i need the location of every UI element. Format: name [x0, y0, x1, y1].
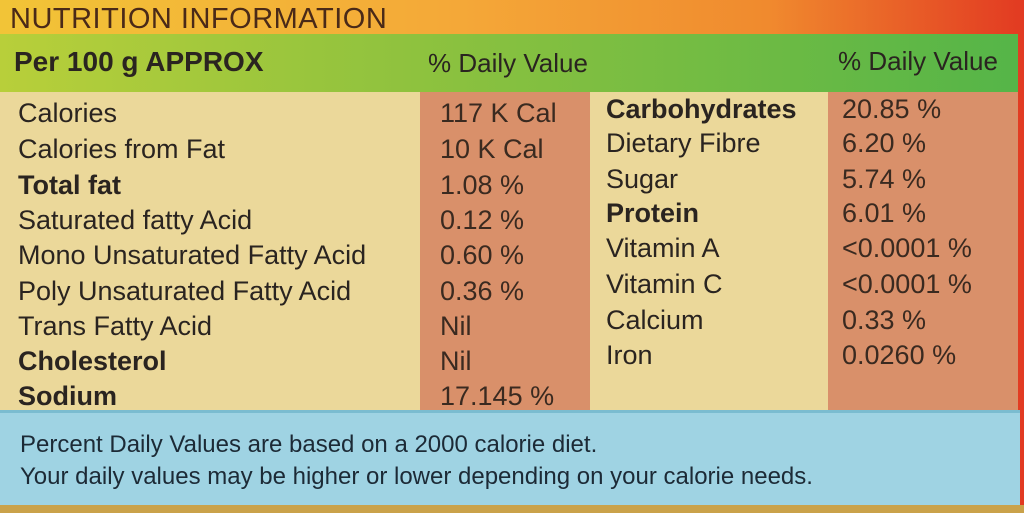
nutrient-name: Protein [606, 198, 700, 228]
nutrient-name: Total fat [18, 170, 121, 200]
nutrient-value: 0.12 % [440, 205, 525, 235]
panel-title: NUTRITION INFORMATION [10, 3, 388, 35]
nutrient-value: 0.60 % [440, 240, 525, 270]
bottom-edge [0, 505, 1024, 513]
nutrient-name: Cholesterol [18, 346, 167, 376]
nutrient-value: 0.0260 % [842, 340, 957, 370]
nutrient-value: 17.145 % [440, 381, 555, 411]
nutrient-name: Carbohydrates [606, 94, 797, 124]
footer-line-2: Your daily values may be higher or lower… [20, 463, 813, 490]
nutrient-name: Vitamin C [606, 269, 723, 299]
header-bar: Per 100 g APPROX % Daily Value % Daily V… [0, 34, 1018, 92]
nutrient-value: <0.0001 % [842, 233, 972, 263]
nutrient-value: Nil [440, 346, 472, 376]
nutrient-name: Calories [18, 98, 118, 128]
nutrient-name: Mono Unsaturated Fatty Acid [18, 240, 367, 270]
value-column-left [420, 92, 590, 410]
nutrient-name: Vitamin A [606, 233, 720, 263]
daily-value-header-right: % Daily Value [838, 46, 998, 76]
footer-line-1: Percent Daily Values are based on a 2000… [20, 431, 598, 458]
serving-label: Per 100 g APPROX [14, 46, 264, 77]
nutrient-value: 6.01 % [842, 198, 927, 228]
nutrient-value: 117 K Cal [440, 98, 557, 128]
nutrient-name: Saturated fatty Acid [18, 205, 253, 235]
nutrient-name: Calories from Fat [18, 134, 226, 164]
nutrient-value: 10 K Cal [440, 134, 544, 164]
footer-note: Percent Daily Values are based on a 2000… [0, 410, 1020, 508]
nutrient-name: Sugar [606, 164, 679, 194]
nutrient-name: Poly Unsaturated Fatty Acid [18, 276, 352, 306]
nutrient-value: Nil [440, 311, 472, 341]
nutrient-name: Sodium [18, 381, 117, 411]
nutrient-name: Trans Fatty Acid [18, 311, 213, 341]
nutrient-value: <0.0001 % [842, 269, 972, 299]
value-column-right [828, 92, 1018, 410]
nutrient-name: Dietary Fibre [606, 128, 761, 158]
nutrient-value: 0.36 % [440, 276, 525, 306]
nutrient-value: 0.33 % [842, 305, 927, 335]
nutrient-name: Iron [606, 340, 653, 370]
nutrient-value: 5.74 % [842, 164, 927, 194]
nutrient-value: 6.20 % [842, 128, 927, 158]
nutrient-name: Calcium [606, 305, 704, 335]
nutrient-table: Calories Calories from Fat Total fat Sat… [0, 92, 1018, 411]
daily-value-header-left: % Daily Value [428, 48, 588, 78]
nutrient-column-right [590, 92, 828, 410]
nutrient-value: 1.08 % [440, 170, 525, 200]
nutrient-value: 20.85 % [842, 94, 942, 124]
